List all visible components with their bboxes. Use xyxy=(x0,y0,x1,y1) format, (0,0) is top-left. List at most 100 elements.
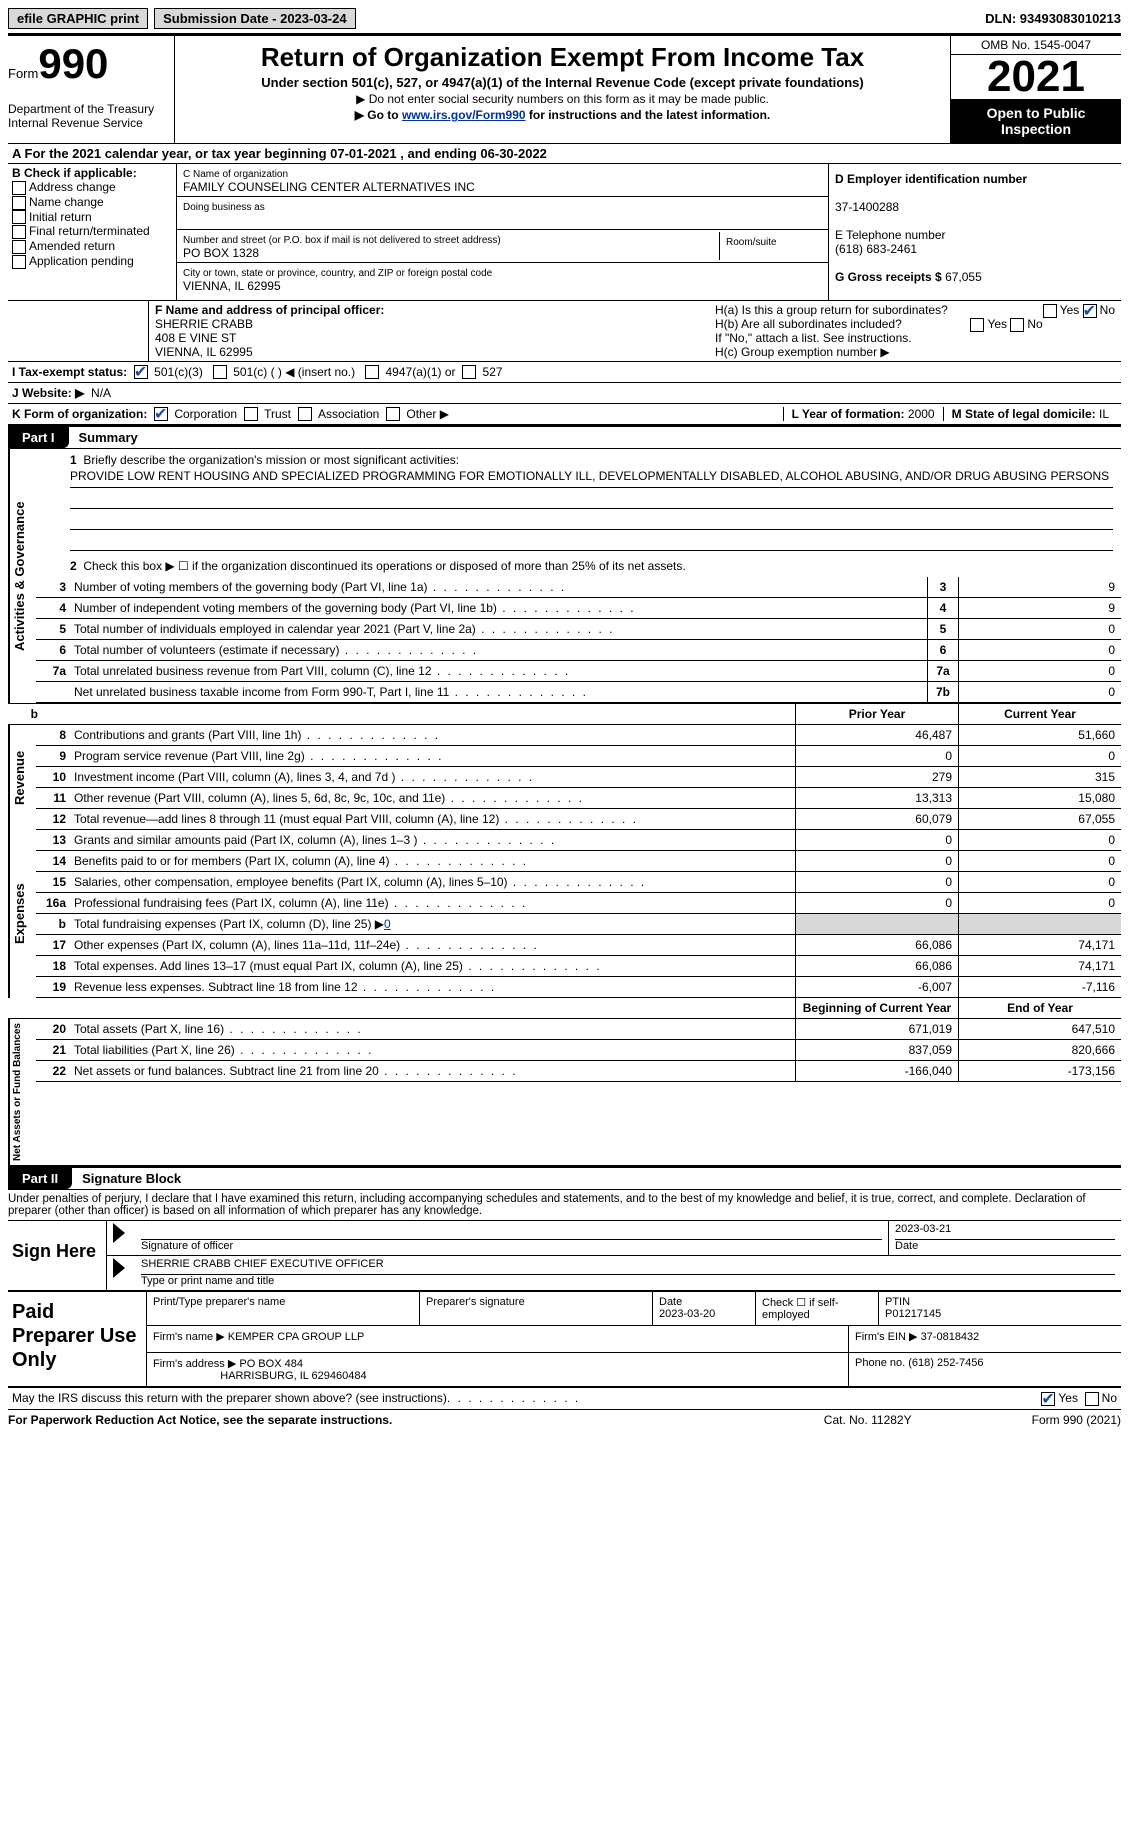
vert-net: Net Assets or Fund Balances xyxy=(8,1019,36,1165)
form-note-2: ▶ Go to www.irs.gov/Form990 for instruct… xyxy=(181,108,944,122)
top-bar: efile GRAPHIC print Submission Date - 20… xyxy=(8,8,1121,29)
activities-governance: Activities & Governance 1 Briefly descri… xyxy=(8,449,1121,703)
chk-name-change[interactable] xyxy=(12,196,26,210)
hc-lbl: H(c) Group exemption number ▶ xyxy=(715,345,1115,359)
vert-gov: Activities & Governance xyxy=(8,449,36,703)
b-item-4: Amended return xyxy=(29,239,115,253)
officer-addr2: VIENNA, IL 62995 xyxy=(155,345,253,359)
firm-phone-lbl: Phone no. xyxy=(855,1357,905,1369)
org-city: VIENNA, IL 62995 xyxy=(183,279,281,293)
mission-text: PROVIDE LOW RENT HOUSING AND SPECIALIZED… xyxy=(70,467,1113,488)
no-3: No xyxy=(1102,1391,1117,1405)
prep-sig-lbl: Preparer's signature xyxy=(420,1292,653,1325)
goto-pre: ▶ Go to xyxy=(355,108,402,122)
ptin: P01217145 xyxy=(885,1308,941,1320)
m-lbl: M State of legal domicile: xyxy=(952,407,1096,421)
b-label: B Check if applicable: xyxy=(12,166,137,180)
firm-addr-lbl: Firm's address ▶ xyxy=(153,1358,236,1370)
chk-final-return[interactable] xyxy=(12,225,26,239)
arrow-icon-2 xyxy=(113,1258,125,1278)
chk-501c3[interactable] xyxy=(134,365,148,379)
discuss-no[interactable] xyxy=(1085,1392,1099,1406)
hb-yes[interactable] xyxy=(970,318,984,332)
form-word: Form xyxy=(8,66,38,81)
firm-addr2: HARRISBURG, IL 629460484 xyxy=(220,1370,366,1382)
sig-officer-lbl: Signature of officer xyxy=(141,1240,233,1252)
row-a-taxyear: A For the 2021 calendar year, or tax yea… xyxy=(8,144,1121,164)
k-opt-2: Association xyxy=(318,407,379,421)
f-lbl: F Name and address of principal officer: xyxy=(155,303,384,317)
k-lbl: K Form of organization: xyxy=(12,407,147,421)
may-discuss: May the IRS discuss this return with the… xyxy=(12,1391,447,1405)
telephone: (618) 683-2461 xyxy=(835,242,917,256)
c-room-lbl: Room/suite xyxy=(726,237,777,248)
form-header: Form990 Department of the Treasury Inter… xyxy=(8,33,1121,144)
officer-print-name: SHERRIE CRABB CHIEF EXECUTIVE OFFICER xyxy=(141,1258,1115,1275)
org-name: FAMILY COUNSELING CENTER ALTERNATIVES IN… xyxy=(183,180,475,194)
paid-preparer-section: Paid Preparer Use Only Print/Type prepar… xyxy=(8,1292,1121,1388)
ha-yes[interactable] xyxy=(1043,304,1057,318)
i-opt-0: 501(c)(3) xyxy=(154,365,203,379)
line16b-val[interactable]: 0 xyxy=(384,917,391,931)
col-prior: Prior Year xyxy=(795,704,958,724)
col-current: Current Year xyxy=(958,704,1121,724)
section-fgh: F Name and address of principal officer:… xyxy=(8,300,1121,362)
sign-date: 2023-03-21 xyxy=(895,1223,1115,1240)
i-lbl: I Tax-exempt status: xyxy=(12,365,127,379)
d-tel-lbl: E Telephone number xyxy=(835,228,946,242)
ha-lbl: H(a) Is this a group return for subordin… xyxy=(715,303,948,317)
hb-note: If "No," attach a list. See instructions… xyxy=(715,331,1115,345)
goto-post: for instructions and the latest informat… xyxy=(526,108,771,122)
chk-trust[interactable] xyxy=(244,407,258,421)
cat-no: Cat. No. 11282Y xyxy=(824,1413,912,1427)
form-subtitle: Under section 501(c), 527, or 4947(a)(1)… xyxy=(181,75,944,90)
k-opt-3: Other ▶ xyxy=(406,407,449,421)
org-street: PO BOX 1328 xyxy=(183,246,259,260)
dln: DLN: 93493083010213 xyxy=(985,11,1121,26)
may-discuss-row: May the IRS discuss this return with the… xyxy=(8,1388,1121,1410)
form-note-1: ▶ Do not enter social security numbers o… xyxy=(181,92,944,106)
b-item-3: Final return/terminated xyxy=(29,224,150,238)
hb-no[interactable] xyxy=(1010,318,1024,332)
prep-date-lbl: Date xyxy=(659,1296,682,1308)
chk-initial-return[interactable] xyxy=(12,210,26,224)
sign-here-section: Sign Here Signature of officer 2023-03-2… xyxy=(8,1220,1121,1292)
expenses-section: Expenses 13Grants and similar amounts pa… xyxy=(8,830,1121,998)
ha-no[interactable] xyxy=(1083,304,1097,318)
chk-527[interactable] xyxy=(462,365,476,379)
col-boy: Beginning of Current Year xyxy=(795,998,958,1018)
paid-preparer-label: Paid Preparer Use Only xyxy=(8,1292,147,1386)
footer: For Paperwork Reduction Act Notice, see … xyxy=(8,1410,1121,1427)
j-lbl: J Website: ▶ xyxy=(12,386,84,400)
chk-address-change[interactable] xyxy=(12,181,26,195)
tax-year: 2021 xyxy=(951,55,1121,99)
d-ein-lbl: D Employer identification number xyxy=(835,172,1027,186)
c-street-lbl: Number and street (or P.O. box if mail i… xyxy=(183,235,501,246)
b-item-0: Address change xyxy=(29,180,116,194)
discuss-yes[interactable] xyxy=(1041,1392,1055,1406)
no-1: No xyxy=(1100,303,1115,317)
chk-4947[interactable] xyxy=(365,365,379,379)
chk-501c[interactable] xyxy=(213,365,227,379)
k-opt-1: Trust xyxy=(264,407,291,421)
row-i: I Tax-exempt status: 501(c)(3) 501(c) ( … xyxy=(8,362,1121,383)
yes-1: Yes xyxy=(1060,303,1080,317)
firm-ein: 37-0818432 xyxy=(921,1331,980,1343)
officer-addr1: 408 E VINE ST xyxy=(155,331,236,345)
vert-rev: Revenue xyxy=(8,725,36,830)
chk-pending[interactable] xyxy=(12,255,26,269)
chk-corp[interactable] xyxy=(154,407,168,421)
penalty-text: Under penalties of perjury, I declare th… xyxy=(8,1190,1121,1220)
sign-here-label: Sign Here xyxy=(8,1221,107,1290)
chk-other[interactable] xyxy=(386,407,400,421)
irs-link[interactable]: www.irs.gov/Form990 xyxy=(402,108,526,122)
yes-3: Yes xyxy=(1058,1391,1078,1405)
firm-name: KEMPER CPA GROUP LLP xyxy=(228,1331,365,1343)
chk-amended[interactable] xyxy=(12,240,26,254)
chk-assoc[interactable] xyxy=(298,407,312,421)
k-opt-0: Corporation xyxy=(174,407,237,421)
ptin-lbl: PTIN xyxy=(885,1296,910,1308)
sign-date-lbl: Date xyxy=(895,1240,918,1252)
c-name-lbl: C Name of organization xyxy=(183,169,288,180)
efile-button[interactable]: efile GRAPHIC print xyxy=(8,8,148,29)
